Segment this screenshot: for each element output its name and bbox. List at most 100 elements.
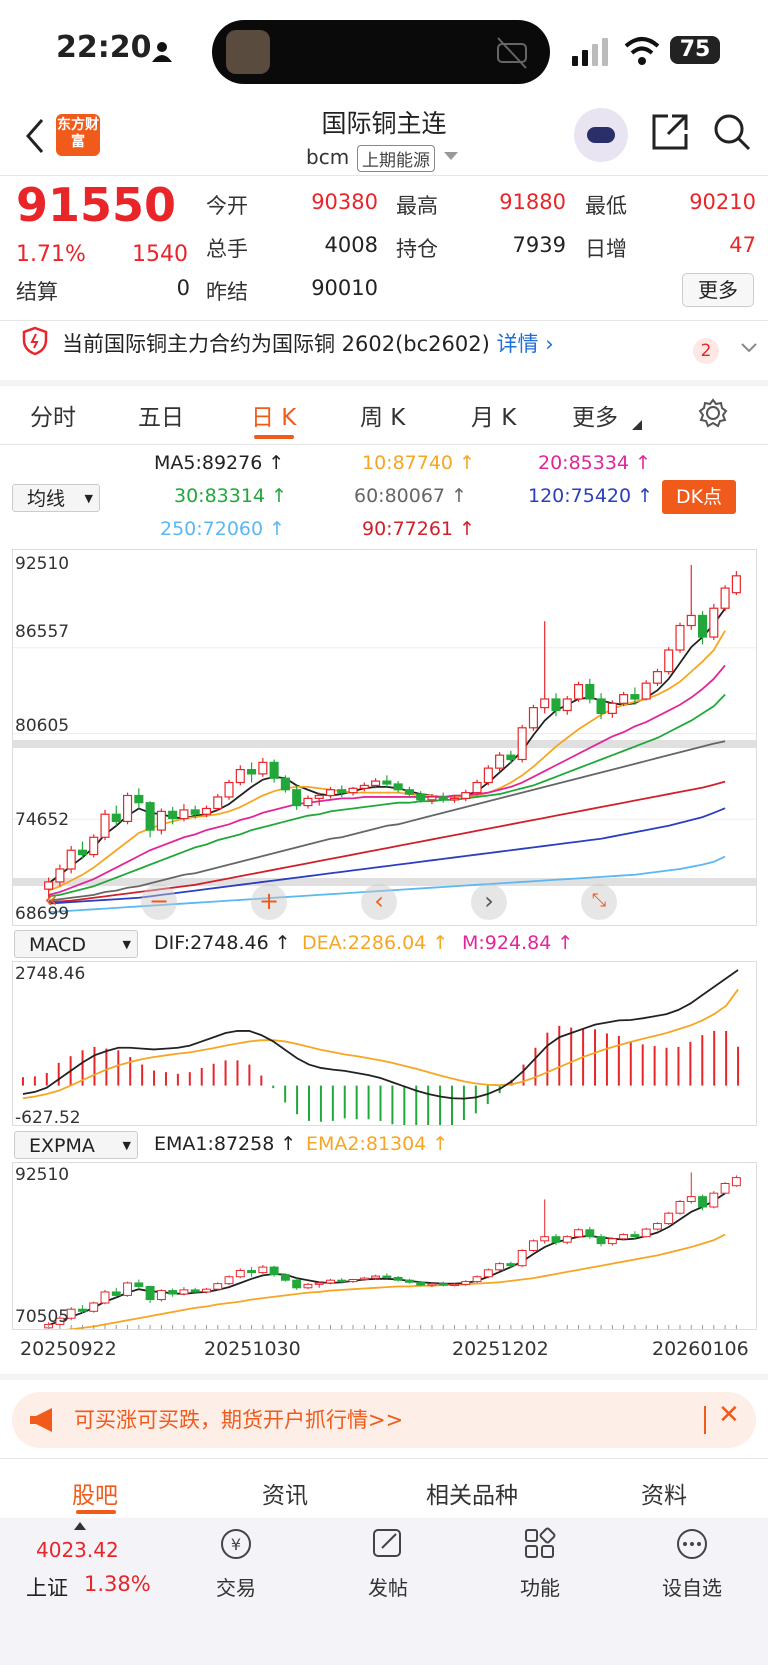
assistant-avatar-icon[interactable] bbox=[574, 108, 628, 162]
tab-monthly-k[interactable]: 月 K bbox=[471, 405, 517, 431]
ma-legend-item: 120:75420 ↑ bbox=[528, 485, 654, 507]
back-arrow-icon[interactable] bbox=[22, 116, 48, 156]
index-change[interactable]: 1.38% bbox=[84, 1572, 151, 1596]
promo-text[interactable]: 可买涨可买跌，期货开户抓行情>> bbox=[74, 1408, 404, 1432]
expma-candle-body bbox=[506, 1263, 516, 1267]
expma-candle-body bbox=[111, 1291, 121, 1296]
candle-body bbox=[517, 727, 527, 761]
tab-five-day[interactable]: 五日 bbox=[138, 405, 184, 431]
expma-candle-body bbox=[190, 1289, 200, 1293]
indicator-select-ma[interactable]: 均线 ▼ bbox=[12, 484, 100, 512]
bottom-nav-bar bbox=[0, 1518, 768, 1665]
expma-candle-body bbox=[359, 1277, 369, 1281]
expma-panel[interactable]: 92510 70505 bbox=[12, 1162, 757, 1330]
candle-body bbox=[123, 794, 133, 823]
tab-guba[interactable]: 股吧 bbox=[72, 1483, 118, 1509]
expma-y-max: 92510 bbox=[15, 1165, 70, 1185]
nav-trade[interactable]: 交易 bbox=[216, 1576, 256, 1600]
tab-news[interactable]: 资讯 bbox=[262, 1483, 308, 1509]
macd-chart[interactable] bbox=[13, 962, 756, 1125]
expma-candle-body bbox=[517, 1250, 527, 1267]
candle-body bbox=[652, 671, 662, 684]
kline-panel[interactable]: 92510 86557 80605 74652 68699 − + ‹ › ⤡ … bbox=[12, 549, 757, 926]
close-icon[interactable]: ✕ bbox=[718, 1400, 740, 1430]
kline-chart[interactable] bbox=[13, 550, 756, 925]
index-name[interactable]: 上证 bbox=[26, 1576, 68, 1600]
macd-panel[interactable]: 2748.46 -627.52 bbox=[12, 961, 757, 1128]
ema1-line bbox=[48, 1192, 726, 1326]
candle-body bbox=[416, 793, 426, 801]
expma-candle-body bbox=[585, 1229, 595, 1238]
quote-label: 最高 bbox=[396, 194, 438, 218]
range-band bbox=[13, 878, 756, 886]
tab-profile[interactable]: 资料 bbox=[641, 1483, 687, 1509]
indicator-select-expma[interactable]: EXPMA ▼ bbox=[14, 1131, 138, 1159]
tab-intraday[interactable]: 分时 bbox=[30, 405, 76, 431]
candle-body bbox=[697, 614, 708, 638]
notice-banner[interactable]: 当前国际铜主力合约为国际铜 2602(bc2602) 详情 › bbox=[62, 328, 554, 358]
indicator-select-macd[interactable]: MACD ▼ bbox=[14, 930, 138, 958]
dk-point-button[interactable]: DK点 bbox=[662, 480, 736, 514]
chevron-right-icon: › bbox=[545, 332, 554, 356]
candle-body bbox=[562, 698, 572, 712]
tab-weekly-k[interactable]: 周 K bbox=[360, 405, 406, 431]
nav-function[interactable]: 功能 bbox=[520, 1576, 560, 1600]
expma-chart[interactable] bbox=[13, 1163, 756, 1329]
candle-body bbox=[630, 694, 640, 700]
zoom-in-icon[interactable]: + bbox=[251, 884, 287, 920]
expma-candle-body bbox=[145, 1285, 155, 1301]
last-price: 91550 bbox=[16, 178, 177, 232]
nav-post[interactable]: 发帖 bbox=[368, 1576, 408, 1600]
promo-banner[interactable] bbox=[12, 1392, 756, 1448]
expma-select-label: EXPMA bbox=[29, 1135, 95, 1157]
expma-candle-body bbox=[371, 1275, 381, 1279]
candle-body bbox=[472, 781, 482, 794]
dropdown-arrow-icon[interactable] bbox=[444, 152, 458, 162]
expma-candle-body bbox=[258, 1266, 268, 1274]
fullscreen-icon[interactable]: ⤡ bbox=[581, 884, 617, 920]
function-grid-icon[interactable] bbox=[522, 1526, 558, 1562]
notice-detail-link[interactable]: 详情 bbox=[496, 332, 539, 356]
post-edit-icon[interactable] bbox=[370, 1526, 406, 1562]
expma-candle-body bbox=[78, 1308, 87, 1312]
expma-candle-body bbox=[348, 1279, 358, 1283]
ma-legend-item: 10:87740 ↑ bbox=[362, 452, 475, 474]
jump-start-icon[interactable]: « bbox=[44, 888, 58, 913]
candle-body bbox=[495, 754, 505, 769]
tab-related[interactable]: 相关品种 bbox=[426, 1483, 518, 1509]
zoom-out-icon[interactable]: − bbox=[141, 884, 177, 920]
expma-candle-body bbox=[540, 1236, 550, 1242]
macd-dif: DIF:2748.46 ↑ bbox=[154, 932, 291, 954]
app-logo: 东方财富 bbox=[56, 114, 100, 156]
expma-candle-body bbox=[528, 1240, 538, 1252]
candle-body bbox=[314, 794, 324, 799]
expma-candle-body bbox=[574, 1229, 583, 1238]
tab-more[interactable]: 更多 bbox=[572, 405, 618, 431]
scroll-right-icon[interactable]: › bbox=[471, 884, 507, 920]
tab-daily-k[interactable]: 日 K bbox=[251, 405, 297, 431]
nav-add-watchlist[interactable]: 设自选 bbox=[662, 1576, 722, 1600]
trade-yen-icon[interactable]: ¥ bbox=[218, 1526, 254, 1562]
exchange-tag: 上期能源 bbox=[357, 145, 435, 172]
scroll-left-icon[interactable]: ‹ bbox=[361, 884, 397, 920]
chevron-down-icon[interactable] bbox=[740, 342, 758, 354]
expma-candle-body bbox=[134, 1282, 144, 1287]
candle-body bbox=[325, 789, 336, 797]
quote-label: 最低 bbox=[585, 194, 627, 218]
dif-line bbox=[22, 969, 739, 1100]
y-label-2: 86557 bbox=[15, 622, 70, 642]
candle-body bbox=[134, 794, 144, 804]
more-button[interactable]: 更多 bbox=[682, 273, 754, 307]
share-icon[interactable] bbox=[650, 112, 690, 152]
select-arrow-icon: ▼ bbox=[84, 492, 93, 505]
add-watchlist-icon[interactable] bbox=[674, 1526, 710, 1562]
index-value[interactable]: 4023.42 bbox=[36, 1538, 119, 1562]
macd-select-label: MACD bbox=[29, 934, 86, 956]
notice-text: 当前国际铜主力合约为国际铜 2602(bc2602) bbox=[62, 332, 490, 356]
range-band bbox=[13, 740, 756, 748]
settings-gear-icon[interactable] bbox=[698, 398, 728, 428]
date-label-2: 20251030 bbox=[204, 1338, 301, 1360]
ma-line-ma90 bbox=[48, 780, 726, 904]
y-label-min: 68699 bbox=[15, 904, 70, 924]
search-icon[interactable] bbox=[712, 112, 752, 152]
